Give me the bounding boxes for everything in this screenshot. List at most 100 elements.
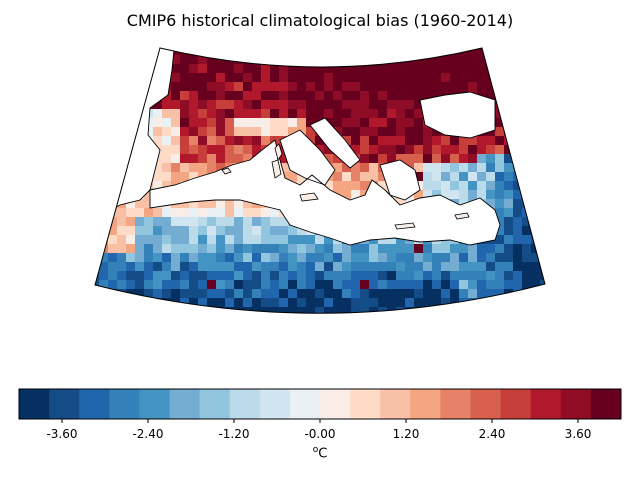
bias-cell <box>306 271 316 281</box>
bias-cell <box>324 253 334 263</box>
bias-cell <box>324 289 334 299</box>
bias-cell <box>198 73 208 83</box>
bias-cell <box>225 244 235 254</box>
bias-cell <box>297 307 307 314</box>
bias-cell <box>288 262 298 272</box>
bias-cell <box>414 127 424 137</box>
bias-cell <box>324 64 334 74</box>
bias-cell <box>495 262 505 272</box>
bias-cell <box>351 190 361 200</box>
bias-cell <box>198 280 208 290</box>
bias-cell <box>459 73 469 83</box>
island <box>221 167 232 175</box>
bias-cell <box>405 73 415 83</box>
bias-cell <box>405 127 415 137</box>
bias-cell <box>351 100 361 110</box>
bias-cell <box>522 226 532 236</box>
bias-cell <box>180 262 190 272</box>
bias-cell <box>225 226 235 236</box>
bias-cell <box>360 154 370 164</box>
bias-cell <box>513 217 523 227</box>
bias-cell <box>216 298 226 308</box>
bias-cell <box>180 217 190 227</box>
bias-cell <box>171 73 181 83</box>
bias-cell <box>387 244 397 254</box>
coastline <box>279 129 336 186</box>
bias-cell <box>396 64 406 74</box>
bias-cell <box>207 298 217 308</box>
bias-cell <box>369 127 379 137</box>
bias-cell <box>234 136 244 146</box>
bias-cell <box>468 136 478 146</box>
bias-cell <box>216 235 226 245</box>
bias-cell <box>171 208 181 218</box>
bias-cell <box>486 199 496 209</box>
bias-cell <box>234 226 244 236</box>
bias-cell <box>279 280 289 290</box>
bias-cell <box>468 145 478 155</box>
colorbar-swatch <box>139 389 170 419</box>
bias-cell <box>135 208 145 218</box>
bias-cell <box>198 91 208 101</box>
colorbar-swatch <box>259 389 291 419</box>
bias-cell <box>396 100 406 110</box>
bias-cell <box>99 271 109 281</box>
bias-cell <box>324 109 334 119</box>
bias-cell <box>189 163 199 173</box>
bias-cell <box>252 298 262 308</box>
bias-cell <box>495 271 505 281</box>
bias-cell <box>171 127 181 137</box>
bias-cell <box>423 280 433 290</box>
bias-cell <box>207 262 217 272</box>
colorbar-swatch <box>440 389 471 419</box>
bias-cell <box>432 271 442 281</box>
bias-cell <box>423 64 433 74</box>
bias-cell <box>432 262 442 272</box>
bias-cell <box>450 253 460 263</box>
bias-cell <box>198 136 208 146</box>
bias-cell <box>243 91 253 101</box>
bias-cell <box>423 82 433 92</box>
bias-cell <box>279 226 289 236</box>
bias-cell <box>198 199 208 209</box>
bias-cell <box>432 190 442 200</box>
bias-cell <box>171 154 181 164</box>
bias-cell <box>180 280 190 290</box>
bias-cell <box>351 172 361 182</box>
bias-cell <box>297 82 307 92</box>
bias-cell <box>432 91 442 101</box>
bias-cell <box>261 136 271 146</box>
bias-cell <box>351 280 361 290</box>
bias-cell <box>333 64 343 74</box>
bias-cell <box>333 307 343 314</box>
colorbar-swatch <box>19 389 50 419</box>
bias-cell <box>180 253 190 263</box>
colorbar-swatch <box>79 389 110 419</box>
island <box>299 192 319 202</box>
bias-cell <box>207 280 217 290</box>
bias-cell <box>414 109 424 119</box>
bias-cell <box>216 127 226 137</box>
bias-cell <box>306 244 316 254</box>
bias-cell <box>297 73 307 83</box>
bias-cell <box>270 73 280 83</box>
bias-cell <box>342 262 352 272</box>
bias-cell <box>405 100 415 110</box>
bias-cell <box>198 109 208 119</box>
bias-cell <box>216 253 226 263</box>
sea-area <box>280 130 335 185</box>
bias-cell <box>270 100 280 110</box>
colorbar-swatch <box>109 389 140 419</box>
bias-cell <box>180 172 190 182</box>
bias-cell <box>432 181 442 191</box>
bias-cell <box>342 118 352 128</box>
bias-cell <box>387 145 397 155</box>
bias-cell <box>450 172 460 182</box>
bias-cell <box>252 253 262 263</box>
bias-cell <box>216 226 226 236</box>
bias-cell <box>198 271 208 281</box>
bias-cell <box>261 100 271 110</box>
bias-cell <box>315 82 325 92</box>
bias-cell <box>243 154 253 164</box>
bias-cell <box>405 154 415 164</box>
